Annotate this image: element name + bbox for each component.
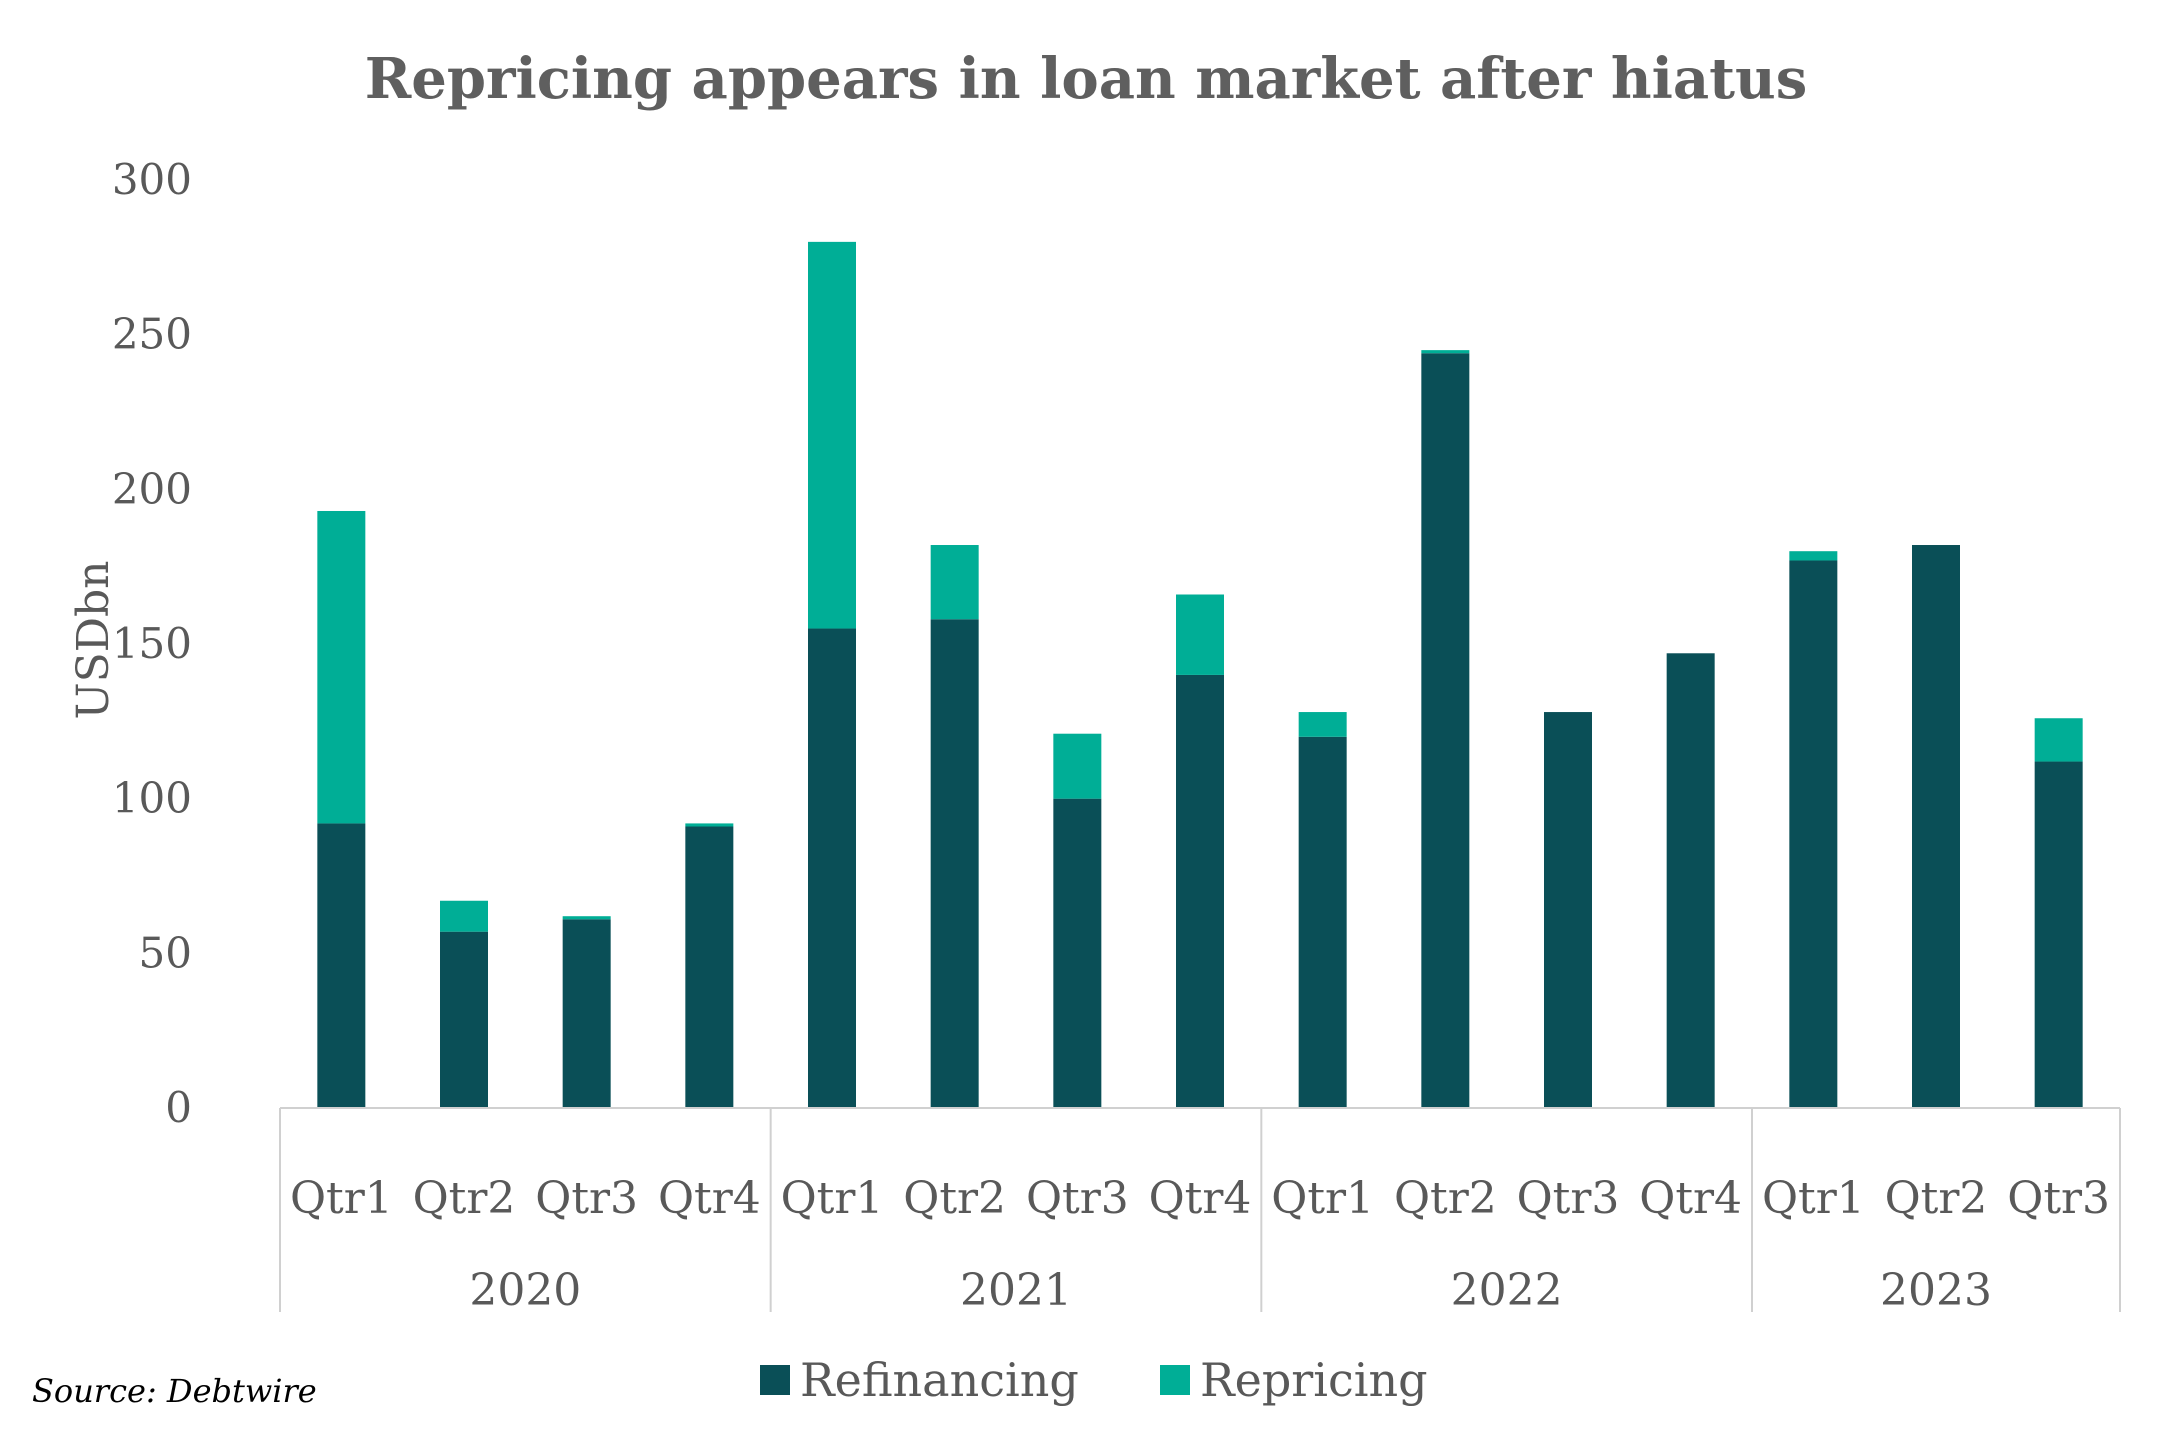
x-category-label: Qtr1: [1271, 1173, 1374, 1224]
x-category-label: Qtr4: [1639, 1173, 1742, 1224]
legend-swatch-refinancing: [760, 1365, 790, 1395]
bar-repricing: [1053, 733, 1102, 799]
bar-refinancing: [2034, 761, 2083, 1108]
x-category-label: Qtr4: [1149, 1173, 1252, 1224]
bar-refinancing: [440, 931, 488, 1108]
source-note: Source: Debtwire: [32, 1372, 317, 1410]
x-category-label: Qtr2: [1394, 1173, 1497, 1224]
bar-refinancing: [1053, 798, 1102, 1108]
bar-refinancing: [1298, 736, 1347, 1108]
y-tick-label: 50: [139, 928, 192, 977]
bar-refinancing: [930, 619, 979, 1108]
bar-refinancing: [1789, 560, 1838, 1108]
bar-refinancing: [1912, 545, 1960, 1108]
bar-refinancing: [1176, 674, 1224, 1108]
bar-refinancing: [1666, 653, 1715, 1108]
x-group-label: 2023: [1880, 1265, 1992, 1316]
legend-label-repricing: Repricing: [1200, 1353, 1428, 1407]
x-category-label: Qtr3: [1026, 1173, 1129, 1224]
bar-refinancing: [1544, 712, 1592, 1108]
x-group-label: 2022: [1451, 1265, 1563, 1316]
x-group-label: 2021: [960, 1265, 1072, 1316]
y-tick-label: 300: [112, 155, 192, 204]
y-tick-label: 250: [112, 310, 192, 359]
chart-title: Repricing appears in loan market after h…: [365, 46, 1808, 112]
y-tick-label: 200: [112, 464, 192, 513]
y-axis-ticks: 0 50 100 150 200 250 300: [112, 155, 192, 1132]
bar-refinancing: [562, 919, 611, 1108]
bar-refinancing: [808, 628, 856, 1108]
x-category-label: Qtr1: [781, 1173, 884, 1224]
bar-refinancing: [1421, 353, 1470, 1108]
bar-repricing: [562, 916, 611, 920]
x-category-label: Qtr1: [290, 1173, 393, 1224]
x-axis: Qtr1 Qtr2 Qtr3 Qtr4 2020 Qtr1 Qtr2 Qtr3 Qtr4 2021…: [279, 1107, 2121, 1316]
x-group-label: 2020: [469, 1265, 581, 1316]
bar-repricing: [808, 241, 856, 629]
bar-refinancing: [317, 823, 366, 1108]
bar-repricing: [440, 900, 488, 932]
x-category-label: Qtr3: [535, 1173, 638, 1224]
y-axis-title: USDbn: [68, 560, 119, 719]
legend: Refinancing Repricing: [760, 1353, 1428, 1407]
x-category-label: Qtr2: [1885, 1173, 1988, 1224]
bar-repricing: [930, 545, 979, 620]
y-tick-label: 100: [112, 774, 192, 823]
bar-repricing: [1176, 594, 1224, 675]
legend-swatch-repricing: [1160, 1365, 1190, 1395]
y-tick-label: 150: [112, 619, 192, 668]
legend-label-refinancing: Refinancing: [800, 1353, 1079, 1407]
bar-repricing: [685, 823, 734, 827]
bar-repricing: [317, 510, 366, 824]
bar-refinancing: [685, 826, 734, 1108]
bars: [317, 241, 2083, 1108]
x-category-label: Qtr2: [903, 1173, 1006, 1224]
x-category-label: Qtr4: [658, 1173, 761, 1224]
bar-repricing: [1421, 350, 1470, 354]
x-category-label: Qtr3: [2007, 1173, 2110, 1224]
bar-repricing: [2034, 718, 2083, 762]
y-tick-label: 0: [165, 1083, 192, 1132]
x-category-label: Qtr2: [413, 1173, 516, 1224]
bar-repricing: [1298, 712, 1347, 737]
x-category-label: Qtr1: [1762, 1173, 1865, 1224]
bar-repricing: [1789, 551, 1838, 561]
x-category-label: Qtr3: [1517, 1173, 1620, 1224]
